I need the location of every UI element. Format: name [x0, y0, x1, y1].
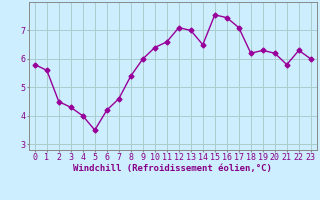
X-axis label: Windchill (Refroidissement éolien,°C): Windchill (Refroidissement éolien,°C) [73, 164, 272, 173]
